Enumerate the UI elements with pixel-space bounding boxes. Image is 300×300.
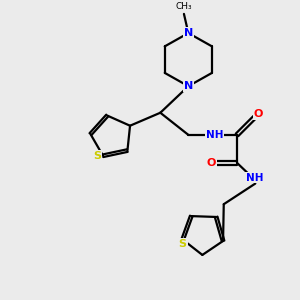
Text: CH₃: CH₃: [176, 2, 192, 11]
Text: S: S: [93, 151, 101, 161]
Text: NH: NH: [206, 130, 224, 140]
Text: NH: NH: [246, 172, 263, 183]
Text: S: S: [179, 239, 187, 249]
Text: O: O: [254, 109, 263, 119]
Text: O: O: [207, 158, 216, 168]
Text: N: N: [184, 81, 193, 91]
Text: N: N: [184, 28, 193, 38]
